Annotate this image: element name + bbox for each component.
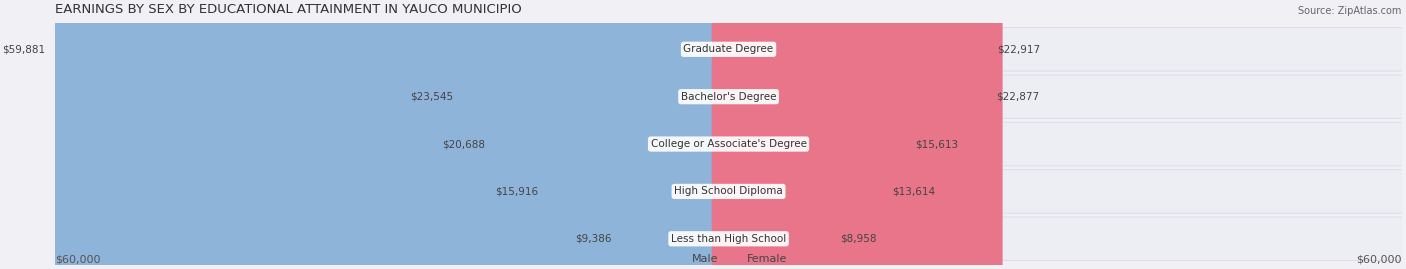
Text: $15,613: $15,613	[915, 139, 957, 149]
FancyBboxPatch shape	[55, 123, 1402, 165]
Text: $22,877: $22,877	[997, 92, 1039, 102]
FancyBboxPatch shape	[533, 0, 745, 269]
FancyBboxPatch shape	[55, 122, 1402, 166]
Text: $13,614: $13,614	[893, 186, 935, 196]
Text: $60,000: $60,000	[1357, 255, 1402, 265]
FancyBboxPatch shape	[55, 28, 1402, 71]
Text: High School Diploma: High School Diploma	[675, 186, 783, 196]
Text: Less than High School: Less than High School	[671, 234, 786, 244]
FancyBboxPatch shape	[711, 0, 1002, 269]
FancyBboxPatch shape	[711, 0, 921, 269]
Text: $60,000: $60,000	[55, 255, 101, 265]
Text: $9,386: $9,386	[575, 234, 612, 244]
FancyBboxPatch shape	[39, 0, 745, 269]
Text: Source: ZipAtlas.com: Source: ZipAtlas.com	[1299, 6, 1402, 16]
Legend: Male, Female: Male, Female	[671, 254, 787, 264]
Text: $59,881: $59,881	[3, 44, 45, 54]
FancyBboxPatch shape	[606, 0, 745, 269]
FancyBboxPatch shape	[447, 0, 745, 269]
Text: $15,916: $15,916	[496, 186, 538, 196]
Text: $8,958: $8,958	[841, 234, 877, 244]
Text: EARNINGS BY SEX BY EDUCATIONAL ATTAINMENT IN YAUCO MUNICIPIO: EARNINGS BY SEX BY EDUCATIONAL ATTAINMEN…	[55, 3, 522, 16]
FancyBboxPatch shape	[55, 217, 1402, 261]
Text: Bachelor's Degree: Bachelor's Degree	[681, 92, 776, 102]
Text: $20,688: $20,688	[443, 139, 485, 149]
FancyBboxPatch shape	[711, 0, 846, 269]
FancyBboxPatch shape	[55, 170, 1402, 213]
Text: $22,917: $22,917	[997, 44, 1040, 54]
FancyBboxPatch shape	[55, 169, 1402, 214]
Text: Graduate Degree: Graduate Degree	[683, 44, 773, 54]
FancyBboxPatch shape	[55, 27, 1402, 72]
FancyBboxPatch shape	[55, 217, 1402, 260]
FancyBboxPatch shape	[711, 0, 1002, 269]
FancyBboxPatch shape	[479, 0, 745, 269]
Text: College or Associate's Degree: College or Associate's Degree	[651, 139, 807, 149]
FancyBboxPatch shape	[55, 75, 1402, 118]
FancyBboxPatch shape	[55, 75, 1402, 119]
FancyBboxPatch shape	[711, 0, 898, 269]
Text: $23,545: $23,545	[411, 92, 453, 102]
